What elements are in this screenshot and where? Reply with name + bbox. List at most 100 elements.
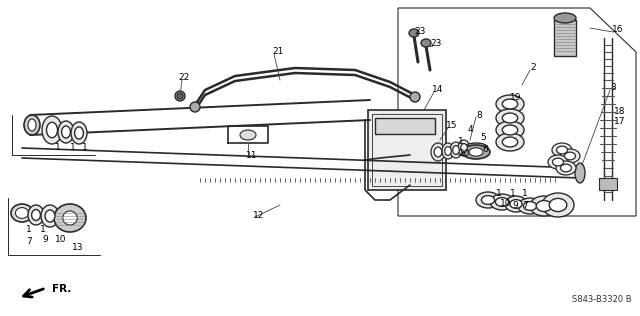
Text: 1: 1	[458, 137, 464, 147]
Ellipse shape	[464, 143, 488, 153]
Text: 23: 23	[414, 27, 426, 37]
Ellipse shape	[177, 93, 183, 99]
Ellipse shape	[47, 122, 58, 138]
Text: 23: 23	[430, 40, 442, 48]
Ellipse shape	[54, 204, 86, 232]
Ellipse shape	[554, 13, 576, 23]
Polygon shape	[398, 8, 636, 216]
Ellipse shape	[505, 196, 527, 212]
Ellipse shape	[24, 115, 40, 135]
Text: 1: 1	[40, 226, 45, 234]
Ellipse shape	[41, 205, 59, 227]
Bar	[368, 110, 446, 190]
Text: 20: 20	[458, 149, 469, 159]
Ellipse shape	[536, 200, 552, 211]
Ellipse shape	[490, 194, 514, 210]
Ellipse shape	[502, 125, 518, 135]
Ellipse shape	[502, 137, 518, 147]
Ellipse shape	[452, 146, 460, 155]
Text: 11: 11	[246, 150, 257, 160]
Text: 1: 1	[55, 143, 61, 153]
Ellipse shape	[542, 193, 574, 217]
Text: 10: 10	[500, 199, 511, 209]
Ellipse shape	[552, 143, 572, 157]
Text: 16: 16	[612, 26, 623, 34]
Ellipse shape	[175, 91, 185, 101]
Ellipse shape	[190, 102, 200, 112]
Text: 14: 14	[432, 86, 444, 94]
Ellipse shape	[450, 142, 462, 158]
Ellipse shape	[552, 158, 563, 166]
Ellipse shape	[495, 198, 509, 206]
Text: 4: 4	[468, 125, 474, 135]
Text: 1: 1	[510, 190, 516, 198]
Ellipse shape	[476, 192, 500, 208]
Bar	[554, 20, 576, 56]
Text: 7: 7	[522, 202, 528, 210]
Text: 5: 5	[480, 133, 486, 143]
Ellipse shape	[575, 163, 585, 183]
Ellipse shape	[557, 146, 568, 154]
Ellipse shape	[42, 116, 62, 144]
Text: 7: 7	[26, 238, 32, 246]
Text: 2: 2	[530, 64, 536, 72]
Text: 1: 1	[496, 190, 502, 198]
Ellipse shape	[11, 204, 33, 222]
Ellipse shape	[510, 200, 522, 208]
Ellipse shape	[431, 143, 445, 161]
Text: 9: 9	[42, 235, 48, 245]
Ellipse shape	[524, 202, 536, 210]
Ellipse shape	[58, 121, 74, 143]
Ellipse shape	[530, 196, 558, 216]
Ellipse shape	[28, 205, 44, 225]
Text: 18: 18	[614, 107, 625, 117]
Ellipse shape	[45, 210, 55, 222]
Text: 1: 1	[70, 143, 76, 153]
Ellipse shape	[502, 113, 518, 123]
Ellipse shape	[560, 149, 580, 163]
Ellipse shape	[409, 29, 419, 37]
Bar	[372, 114, 442, 186]
Ellipse shape	[549, 198, 567, 212]
Ellipse shape	[496, 133, 524, 151]
Text: 13: 13	[72, 244, 83, 252]
Ellipse shape	[445, 147, 451, 155]
Text: 3: 3	[610, 83, 616, 93]
Ellipse shape	[502, 99, 518, 109]
Ellipse shape	[496, 109, 524, 127]
Text: 19: 19	[510, 94, 522, 102]
Ellipse shape	[496, 121, 524, 139]
Ellipse shape	[240, 130, 256, 140]
Ellipse shape	[71, 122, 87, 144]
Text: 21: 21	[272, 47, 284, 57]
Bar	[599, 178, 617, 190]
Ellipse shape	[561, 164, 572, 172]
Text: 8: 8	[476, 111, 482, 119]
Ellipse shape	[481, 196, 495, 204]
Bar	[375, 118, 435, 134]
Ellipse shape	[564, 152, 575, 160]
Ellipse shape	[462, 145, 490, 159]
Text: 17: 17	[614, 118, 625, 126]
Text: FR.: FR.	[52, 284, 72, 294]
Ellipse shape	[63, 211, 77, 225]
Ellipse shape	[75, 127, 83, 139]
Ellipse shape	[434, 147, 442, 157]
Ellipse shape	[518, 198, 542, 214]
Text: 15: 15	[446, 121, 458, 131]
Ellipse shape	[496, 95, 524, 113]
Ellipse shape	[461, 143, 467, 152]
Ellipse shape	[15, 208, 29, 218]
Ellipse shape	[28, 119, 36, 131]
Ellipse shape	[548, 155, 568, 169]
Ellipse shape	[556, 161, 576, 175]
Ellipse shape	[410, 92, 420, 102]
Text: 12: 12	[253, 210, 264, 220]
Text: 22: 22	[178, 74, 189, 82]
Ellipse shape	[421, 39, 431, 47]
Ellipse shape	[61, 126, 70, 138]
Ellipse shape	[458, 140, 470, 156]
Ellipse shape	[442, 143, 454, 159]
Text: 6: 6	[482, 145, 488, 155]
Text: 1: 1	[522, 190, 528, 198]
